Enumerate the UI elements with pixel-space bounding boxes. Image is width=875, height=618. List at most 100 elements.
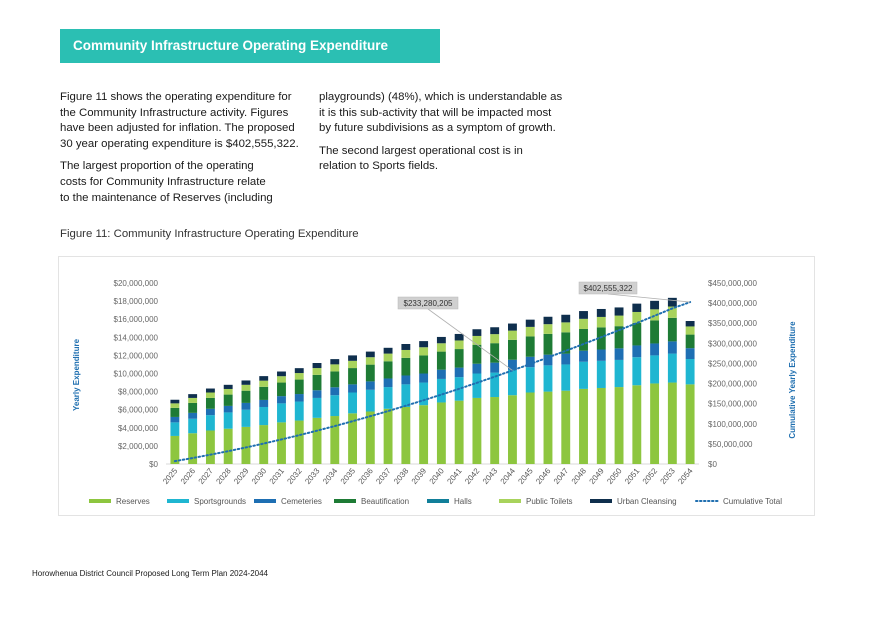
bar-segment xyxy=(454,349,464,368)
x-tick-label: 2033 xyxy=(303,466,322,486)
y2-tick-label: $100,000,000 xyxy=(708,420,757,429)
chart-container: $0 $2,000,000 $4,000,000 $6,000,000 $8,000,0… xyxy=(58,256,815,516)
x-tick-label: 2041 xyxy=(445,466,464,486)
bar-segment xyxy=(543,354,553,366)
bar-segment xyxy=(632,345,642,358)
bar-segment xyxy=(312,390,322,398)
bar-segment xyxy=(205,388,215,393)
bar-segment xyxy=(259,386,269,400)
y2-tick-label: $450,000,000 xyxy=(708,279,757,288)
bar-segment xyxy=(472,373,482,398)
legend-swatch xyxy=(167,499,189,503)
bar-segment xyxy=(436,351,446,370)
bar-segment xyxy=(454,333,464,341)
bar-segment xyxy=(294,394,304,402)
bar-segment xyxy=(667,341,677,354)
bar-segment xyxy=(543,324,553,334)
x-tick-label: 2030 xyxy=(250,466,269,486)
footer-text: Horowhenua District Council Proposed Lon… xyxy=(32,569,268,578)
x-tick-label: 2042 xyxy=(463,466,482,486)
bar-segment xyxy=(188,402,198,413)
bar-segment xyxy=(259,380,269,387)
bar-segment xyxy=(543,333,553,355)
bar-segment xyxy=(436,343,446,352)
bar-segment xyxy=(401,406,411,464)
x-tick-label: 2027 xyxy=(197,466,216,486)
bar-segment xyxy=(383,378,393,388)
bar-segment xyxy=(490,334,500,344)
bar-segment xyxy=(472,397,482,464)
annotation-label: $233,280,205 xyxy=(404,299,453,308)
bar-segment xyxy=(614,359,624,388)
bar-segment xyxy=(419,382,429,406)
bar-segment xyxy=(223,428,233,464)
bar-segment xyxy=(383,347,393,354)
bar-segment xyxy=(330,364,340,372)
bar-segment xyxy=(365,411,375,464)
legend-swatch xyxy=(334,499,356,503)
bar-segment xyxy=(419,355,429,374)
x-tick-label: 2031 xyxy=(268,466,287,486)
bars xyxy=(170,297,695,464)
section-title: Community Infrastructure Operating Expen… xyxy=(73,38,389,53)
legend-label: Reserves xyxy=(116,497,150,506)
bar-segment xyxy=(294,368,304,374)
x-tick-label: 2043 xyxy=(481,466,500,486)
body-paragraph: playgrounds) (48%), which is understanda… xyxy=(319,91,563,135)
bar-segment xyxy=(294,373,304,380)
bar-segment xyxy=(579,311,588,319)
bar-segment xyxy=(508,359,517,370)
bar-segment xyxy=(365,381,375,390)
bar-segment xyxy=(383,408,393,464)
legend-swatch xyxy=(89,499,111,503)
bar-segment xyxy=(348,413,357,464)
bar-segment xyxy=(632,385,642,464)
bar-segment xyxy=(650,355,660,384)
bar-segment xyxy=(277,422,286,464)
annotation-box xyxy=(397,296,459,310)
bar-segment xyxy=(312,417,322,464)
x-tick-label: 2050 xyxy=(605,466,624,486)
bar-segment xyxy=(596,387,606,464)
bar-segment xyxy=(259,406,269,426)
bar-segment xyxy=(490,362,500,373)
bar-segment xyxy=(490,397,500,464)
bar-segment xyxy=(419,405,429,464)
x-tick-label: 2037 xyxy=(374,466,393,486)
bar-segment xyxy=(170,416,180,423)
x-tick-label: 2047 xyxy=(552,466,571,486)
y-tick-label: $20,000,000 xyxy=(114,279,159,288)
legend-label: Halls xyxy=(454,497,472,506)
bar-segment xyxy=(348,355,357,361)
bar-segment xyxy=(614,307,624,316)
body-paragraph: The second largest operational cost is i… xyxy=(319,144,523,173)
y2-axis-title: Cumulative Yearly Expenditure xyxy=(788,321,797,439)
bar-segment xyxy=(508,369,517,396)
y-tick-label: $8,000,000 xyxy=(118,388,159,397)
bar-segment xyxy=(472,329,482,336)
bar-segment xyxy=(508,323,517,331)
bar-segment xyxy=(596,360,606,388)
legend-label: Sportsgrounds xyxy=(194,497,246,506)
bar-segment xyxy=(401,357,411,376)
bar-segment xyxy=(685,334,695,349)
bar-segment xyxy=(188,394,198,398)
section-title-banner: Community Infrastructure Operating Expen… xyxy=(60,29,440,63)
x-tick-label: 2045 xyxy=(516,466,535,486)
x-tick-label: 2034 xyxy=(321,466,340,486)
bar-segment xyxy=(330,387,340,396)
bar-segment xyxy=(188,397,198,403)
bar-segment xyxy=(223,394,233,406)
bar-segment xyxy=(312,397,322,418)
bar-segment xyxy=(170,399,180,404)
bar-segment xyxy=(330,416,340,464)
x-tick-label: 2035 xyxy=(339,466,358,486)
body-column-right: playgrounds) (48%), which is understanda… xyxy=(319,90,569,182)
bar-segment xyxy=(401,375,411,385)
y-tick-label: $12,000,000 xyxy=(114,351,159,360)
x-tick-label: 2026 xyxy=(179,466,198,486)
x-tick-label: 2048 xyxy=(570,466,589,486)
right-axis: $0 $50,000,000 $100,000,000 $150,000,000 $20… xyxy=(708,279,757,469)
bar-segment xyxy=(365,364,375,382)
bar-segment xyxy=(579,328,588,351)
